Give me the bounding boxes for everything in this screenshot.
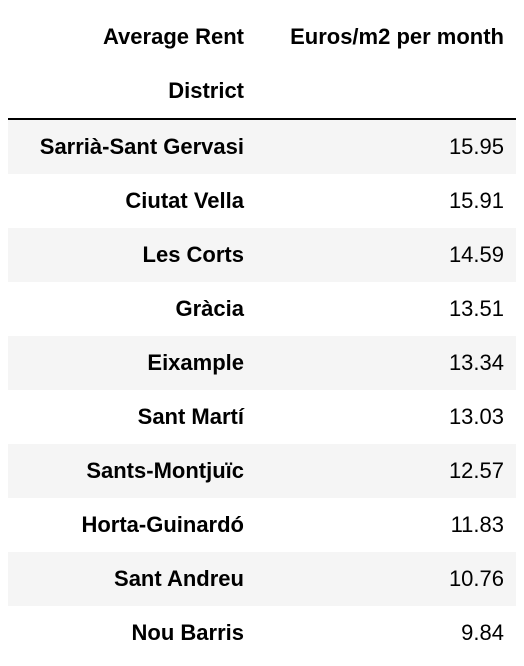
columns-name-header: Average Rent [102, 24, 244, 49]
rent-value: 13.34 [448, 350, 504, 375]
rent-value: 10.76 [448, 566, 504, 591]
district-label: Nou Barris [131, 620, 244, 645]
index-name-row: District [8, 64, 516, 120]
table-row: Sant Andreu 10.76 [8, 552, 516, 606]
district-label: Les Corts [142, 242, 244, 267]
table-row: Nou Barris 9.84 [8, 606, 516, 660]
table-row: Sant Martí 13.03 [8, 390, 516, 444]
header-row: Average Rent Euros/m2 per month [8, 10, 516, 64]
rent-value: 13.03 [448, 404, 504, 429]
table-header: Average Rent Euros/m2 per month District [8, 10, 516, 120]
rent-value: 12.57 [448, 458, 504, 483]
rent-value: 15.95 [448, 134, 504, 159]
index-name-header: District [8, 64, 256, 120]
table-row: Gràcia 13.51 [8, 282, 516, 336]
rent-value: 9.84 [461, 620, 504, 645]
district-label: Eixample [147, 350, 244, 375]
value-column-header: Euros/m2 per month [290, 24, 504, 49]
table-row: Les Corts 14.59 [8, 228, 516, 282]
rent-table: Average Rent Euros/m2 per month District… [8, 10, 516, 660]
district-label: Sant Andreu [114, 566, 244, 591]
district-label: Sants-Montjuïc [86, 458, 244, 483]
rent-value: 15.91 [448, 188, 504, 213]
table-body: Sarrià-Sant Gervasi 15.95 Ciutat Vella 15.9… [8, 119, 516, 660]
table-row: Ciutat Vella 15.91 [8, 174, 516, 228]
rent-value: 14.59 [448, 242, 504, 267]
district-label: Horta-Guinardó [81, 512, 244, 537]
rent-value: 13.51 [448, 296, 504, 321]
district-label: Gràcia [175, 296, 245, 321]
rent-value: 11.83 [450, 512, 504, 537]
table-row: Eixample 13.34 [8, 336, 516, 390]
table-row: Sants-Montjuïc 12.57 [8, 444, 516, 498]
index-name-spacer [256, 64, 516, 120]
table-row: Horta-Guinardó 11.83 [8, 498, 516, 552]
district-label: Sarrià-Sant Gervasi [39, 134, 244, 159]
table-row: Sarrià-Sant Gervasi 15.95 [8, 119, 516, 174]
district-label: Ciutat Vella [125, 188, 244, 213]
district-label: Sant Martí [137, 404, 244, 429]
